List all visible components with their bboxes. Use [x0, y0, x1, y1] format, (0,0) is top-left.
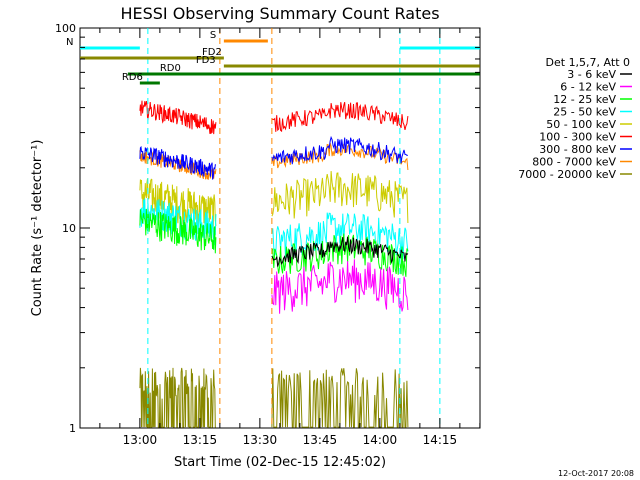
- legend-label: 6 - 12 keV: [560, 81, 616, 94]
- event-bar-label: RD6: [122, 72, 143, 83]
- series-line: [271, 171, 409, 224]
- series-line: [271, 233, 409, 277]
- event-bar-label: RD0: [160, 63, 181, 74]
- legend-label: 12 - 25 keV: [553, 93, 616, 106]
- legend-label: 800 - 7000 keV: [532, 156, 616, 169]
- footer-timestamp: 12-Oct-2017 20:08: [558, 469, 634, 478]
- x-tick-label: 13:45: [303, 433, 338, 447]
- series-line: [271, 236, 409, 267]
- series-line: [271, 101, 409, 133]
- legend-title: Det 1,5,7, Att 0: [546, 56, 630, 69]
- legend-label: 100 - 300 keV: [539, 131, 616, 144]
- event-bar-label: FD2: [202, 47, 222, 58]
- series-line: [139, 367, 216, 428]
- legend-label: 50 - 100 keV: [546, 118, 616, 131]
- x-tick-label: 13:15: [183, 433, 218, 447]
- y-tick-label: 100: [55, 22, 76, 35]
- chart-title: HESSI Observing Summary Count Rates: [120, 4, 439, 23]
- series-layer: [139, 100, 409, 428]
- axis-layer: 1 10 100 13:00 13:15 13:30 13:45 14:00 14:15: [55, 22, 481, 447]
- series-line: [139, 208, 217, 254]
- x-axis-label: Start Time (02-Dec-15 12:45:02): [174, 455, 386, 470]
- series-line: [139, 100, 217, 135]
- event-bar-label: FD3: [196, 55, 216, 66]
- event-bar-label: N: [66, 37, 73, 48]
- series-line: [139, 178, 217, 233]
- legend-label: 25 - 50 keV: [553, 106, 616, 119]
- legend-label: 300 - 800 keV: [539, 143, 616, 156]
- x-tick-label: 13:00: [123, 433, 158, 447]
- x-tick-label: 14:15: [423, 433, 458, 447]
- series-line: [271, 142, 409, 171]
- event-bar-label: S: [210, 30, 216, 41]
- series-line: [271, 135, 408, 165]
- series-line: [139, 145, 216, 180]
- legend-label: 7000 - 20000 keV: [518, 168, 616, 181]
- y-axis-label: Count Rate (s⁻¹ detector⁻¹): [30, 140, 45, 317]
- x-tick-label: 14:00: [363, 433, 398, 447]
- series-line: [271, 368, 409, 428]
- y-tick-label: 10: [62, 222, 76, 235]
- legend-label: 3 - 6 keV: [567, 68, 616, 81]
- x-tick-label: 13:30: [243, 433, 278, 447]
- y-tick-label: 1: [69, 422, 76, 435]
- series-line: [271, 259, 409, 314]
